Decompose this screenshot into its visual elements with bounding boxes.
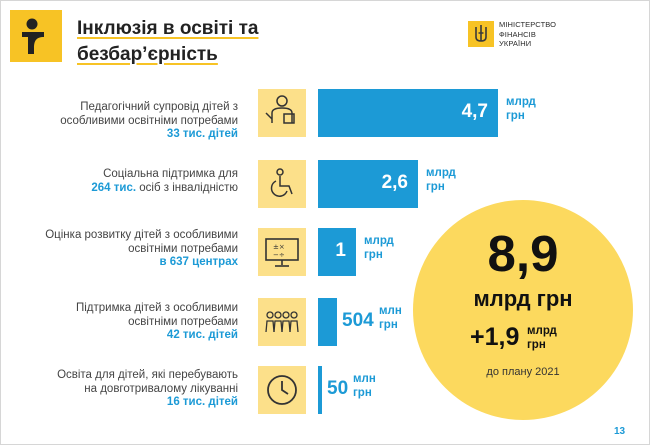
row-5-highlight: 16 тис. дітей	[166, 396, 238, 408]
monitor-icon: ±× −÷	[258, 228, 306, 276]
row-description-1: Педагогічний супровід дітей з особливими…	[60, 101, 238, 142]
bar-1-unit-line-2: грн	[506, 110, 525, 122]
bar-5-value: 50	[327, 378, 349, 399]
bar-3	[318, 228, 356, 276]
brand-logo-icon	[10, 10, 62, 62]
row-1-line-2: особливими освітніми потребами	[60, 114, 238, 127]
row-5-line-1: Освіта для дітей, які перебувають	[57, 369, 238, 381]
bar-2-value: 2,6	[381, 172, 408, 193]
bar-1	[318, 89, 498, 137]
increase-unit-line-1: млрд	[527, 325, 557, 337]
bar-4-unit-line-1: млн	[379, 305, 402, 317]
row-4-highlight: 42 тис. дітей	[166, 329, 238, 341]
wheelchair-icon	[258, 160, 306, 208]
svg-text:−÷: −÷	[273, 251, 285, 259]
row-3-highlight: в 637 центрах	[159, 256, 238, 268]
bar-3-unit: млрд грн	[364, 234, 394, 262]
bar-5-unit-line-2: грн	[353, 387, 372, 399]
bar-4-unit-line-2: грн	[379, 319, 398, 331]
row-1-highlight: 33 тис. дітей	[166, 128, 238, 140]
increase-amount: +1,9	[470, 323, 520, 351]
row-description-3: Оцінка розвитку дітей з особливими освіт…	[45, 229, 238, 270]
bar-2	[318, 160, 418, 208]
trident-icon	[468, 21, 494, 47]
total-amount: 8,9	[487, 225, 559, 282]
row-description-2: Соціальна підтримка для 264 тис. осіб з …	[91, 168, 238, 195]
page-number: 13	[614, 426, 626, 437]
clock-icon	[258, 366, 306, 414]
row-5-line-2: на довготривалому лікуванні	[84, 382, 238, 395]
increase-unit: млрд грн	[527, 324, 557, 352]
bar-1-unit-line-1: млрд	[506, 96, 536, 108]
bar-2-unit: млрд грн	[426, 166, 456, 194]
svg-text:±×: ±×	[273, 243, 285, 251]
increase-unit-line-2: грн	[527, 339, 546, 351]
row-description-4: Підтримка дітей з особливими освітніми п…	[76, 302, 238, 343]
bar-4-value: 504	[342, 310, 374, 331]
title-line-1: Інклюзія в освіті та	[77, 18, 259, 39]
row-1-line-1: Педагогічний супровід дітей з	[80, 101, 238, 113]
bar-5	[318, 366, 322, 414]
row-2-highlight: 264 тис.	[91, 181, 137, 194]
title-line-2: безбар’єрність	[77, 44, 218, 65]
bar-1-unit: млрд грн	[506, 95, 536, 123]
row-3-line-2: освітніми потребами	[128, 242, 238, 255]
ministry-line-3: УКРАЇНИ	[499, 39, 532, 48]
bar-3-unit-line-2: грн	[364, 249, 383, 261]
row-4-line-1: Підтримка дітей з особливими	[75, 302, 238, 314]
ministry-line-1: МІНІСТЕРСТВО	[499, 20, 557, 29]
row-2-line-1: Соціальна підтримка для	[103, 168, 238, 180]
page-title: Інклюзія в освіті та безбар’єрність	[77, 16, 337, 68]
bar-3-value: 1	[335, 240, 346, 261]
total-unit: млрд грн	[473, 286, 573, 311]
bar-5-unit: млн грн	[353, 372, 376, 400]
teacher-icon	[258, 89, 306, 137]
bar-2-unit-line-2: грн	[426, 181, 445, 193]
bar-4	[318, 298, 337, 346]
bar-1-value: 4,7	[461, 101, 488, 122]
row-2-line-2-rest: осіб з інвалідністю	[136, 181, 238, 194]
bar-2-unit-line-1: млрд	[426, 167, 456, 179]
plan-note: до плану 2021	[486, 366, 560, 378]
bar-3-unit-line-1: млрд	[364, 235, 394, 247]
bar-4-unit: млн грн	[379, 304, 402, 332]
row-2-line-2: 264 тис. осіб з інвалідністю	[91, 182, 238, 196]
row-description-5: Освіта для дітей, які перебувають на дов…	[57, 369, 238, 410]
bar-5-unit-line-1: млн	[353, 373, 376, 385]
children-group-icon	[258, 298, 306, 346]
row-4-line-2: освітніми потребами	[128, 315, 238, 328]
ministry-line-2: ФІНАНСІВ	[499, 29, 536, 39]
summary-circle	[413, 200, 633, 420]
row-3-line-1: Оцінка розвитку дітей з особливими	[45, 229, 238, 241]
